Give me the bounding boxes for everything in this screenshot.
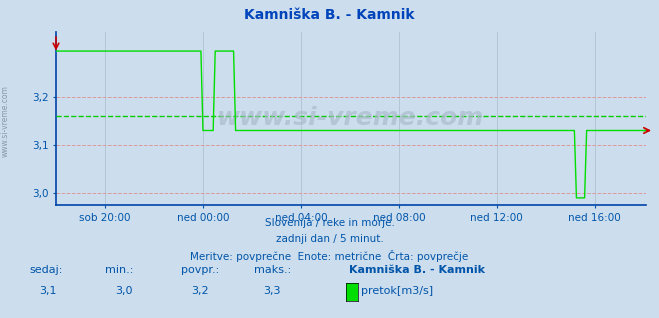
Text: Kamniška B. - Kamnik: Kamniška B. - Kamnik xyxy=(244,8,415,22)
Text: maks.:: maks.: xyxy=(254,265,291,275)
Text: Meritve: povprečne  Enote: metrične  Črta: povprečje: Meritve: povprečne Enote: metrične Črta:… xyxy=(190,250,469,262)
Text: min.:: min.: xyxy=(105,265,134,275)
Text: 3,2: 3,2 xyxy=(191,286,209,296)
Text: www.si-vreme.com: www.si-vreme.com xyxy=(1,85,10,157)
Text: 3,3: 3,3 xyxy=(264,286,281,296)
Text: povpr.:: povpr.: xyxy=(181,265,219,275)
Text: 3,0: 3,0 xyxy=(115,286,133,296)
Text: 3,1: 3,1 xyxy=(40,286,57,296)
Text: Kamniška B. - Kamnik: Kamniška B. - Kamnik xyxy=(349,265,485,275)
Text: sedaj:: sedaj: xyxy=(30,265,63,275)
Text: www.si-vreme.com: www.si-vreme.com xyxy=(217,107,484,130)
Text: Slovenija / reke in morje.: Slovenija / reke in morje. xyxy=(264,218,395,228)
Text: zadnji dan / 5 minut.: zadnji dan / 5 minut. xyxy=(275,234,384,244)
Text: pretok[m3/s]: pretok[m3/s] xyxy=(361,286,433,296)
